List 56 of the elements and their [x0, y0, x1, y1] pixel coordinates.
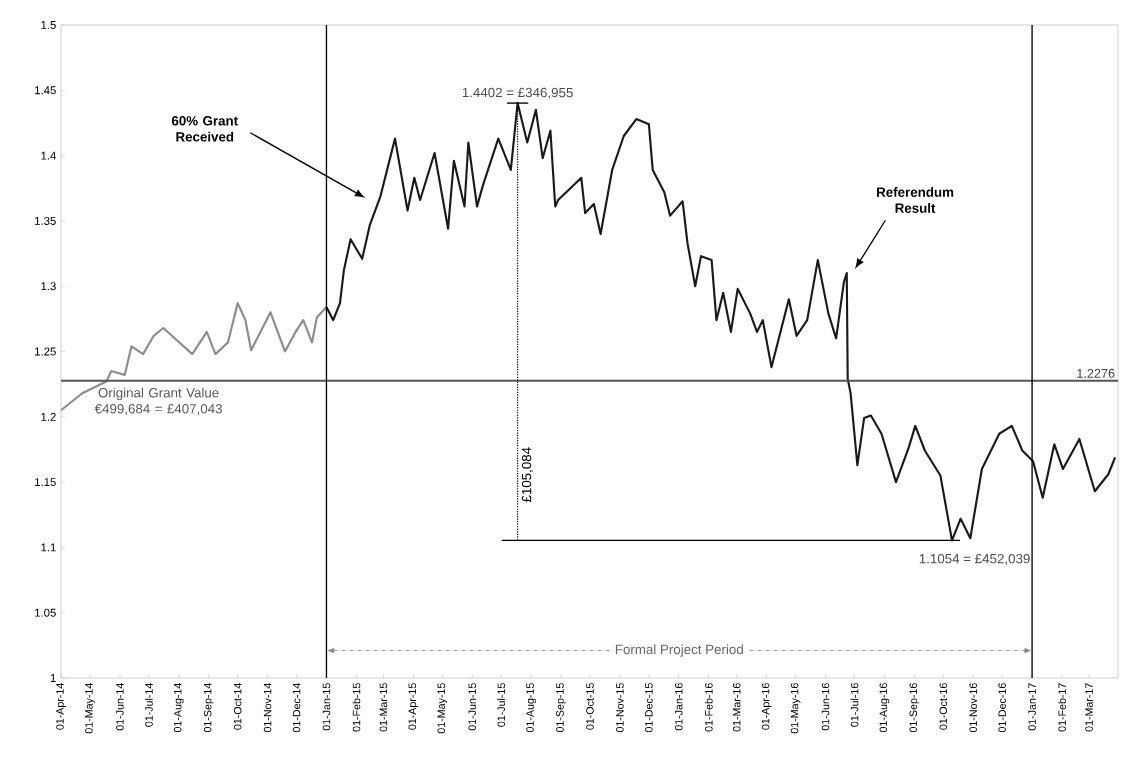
x-tick-label: 01-May-15 — [437, 683, 448, 734]
x-tick-label: 01-Apr-14 — [56, 683, 66, 730]
x-tick-label: 01-Dec-14 — [292, 683, 301, 733]
x-tick-label: 01-Nov-14 — [263, 683, 272, 733]
x-tick-label: 01-Dec-15 — [645, 683, 653, 733]
x-tick-label: 01-Sep-16 — [909, 683, 920, 733]
x-tick-label: 01-Jul-15 — [497, 683, 506, 727]
annotation: £105,084 — [521, 447, 533, 503]
x-tick-label: 01-Mar-15 — [379, 683, 388, 732]
annotation: Referendum Result — [877, 187, 954, 213]
annotation: 60% Grant Received — [171, 116, 238, 142]
y-tick-label: 1.1 — [41, 543, 56, 552]
x-tick-label: 01-Nov-16 — [969, 683, 977, 733]
x-tick-label: 01-Feb-17 — [1058, 683, 1066, 732]
x-tick-label: 01-Jan-17 — [1028, 683, 1036, 731]
y-tick-label: 1.35 — [35, 216, 56, 225]
x-tick-label: 01-Aug-16 — [879, 683, 890, 733]
x-tick-label: 01-Jan-15 — [322, 683, 331, 731]
annotation: 1.1054 = £452,039 — [919, 553, 1030, 565]
x-tick-label: 01-Sep-14 — [203, 683, 214, 733]
x-tick-label: 01-Aug-15 — [526, 683, 536, 733]
y-tick-label: 1.4 — [41, 151, 56, 160]
x-tick-label: 01-Nov-15 — [616, 683, 624, 733]
x-tick-label: 01-Jun-16 — [821, 683, 830, 731]
annotation: Formal Project Period — [615, 644, 743, 657]
y-tick-label: 1.05 — [35, 608, 56, 617]
x-tick-label: 01-Feb-15 — [352, 683, 361, 732]
x-tick-label: 01-Jul-16 — [850, 683, 859, 727]
line-series — [325, 102, 1117, 542]
x-tick-label: 01-Jun-15 — [468, 683, 476, 731]
x-tick-label: 01-Mar-17 — [1085, 683, 1093, 732]
x-tick-label: 01-Feb-16 — [704, 683, 713, 732]
x-tick-label: 01-Aug-14 — [173, 683, 184, 733]
x-tick-label: 01-Oct-16 — [939, 683, 948, 730]
y-tick-label: 1.25 — [35, 347, 56, 356]
annotation: Original Grant Value €499,684 = £407,043 — [94, 387, 222, 416]
x-tick-label: 01-May-16 — [790, 683, 801, 734]
x-tick-label: 01-Mar-16 — [732, 683, 741, 732]
x-tick-label: 01-Jun-14 — [116, 683, 124, 731]
x-tick-label: 01-May-14 — [85, 683, 95, 734]
y-tick-label: 1.2 — [41, 412, 56, 421]
y-tick-label: 1 — [50, 674, 56, 682]
y-tick-label: 1.45 — [35, 86, 56, 95]
y-tick-label: 1.5 — [41, 21, 56, 29]
y-tick-label: 1.3 — [41, 282, 56, 291]
x-tick-label: 01-Apr-16 — [761, 683, 772, 730]
x-tick-label: 01-Apr-15 — [408, 683, 419, 730]
ref-line-label: 1.2276 — [1077, 368, 1115, 378]
x-tick-label: 01-Oct-15 — [586, 683, 594, 730]
annotation: 1.4402 = £346,955 — [462, 87, 573, 99]
y-tick-label: 1.15 — [35, 478, 56, 487]
x-tick-label: 01-Jul-14 — [144, 683, 153, 727]
x-tick-label: 01-Sep-15 — [556, 683, 566, 733]
x-tick-label: 01-Oct-14 — [233, 683, 242, 730]
x-tick-label: 01-Jan-16 — [675, 683, 683, 731]
x-tick-label: 01-Dec-16 — [998, 683, 1006, 733]
